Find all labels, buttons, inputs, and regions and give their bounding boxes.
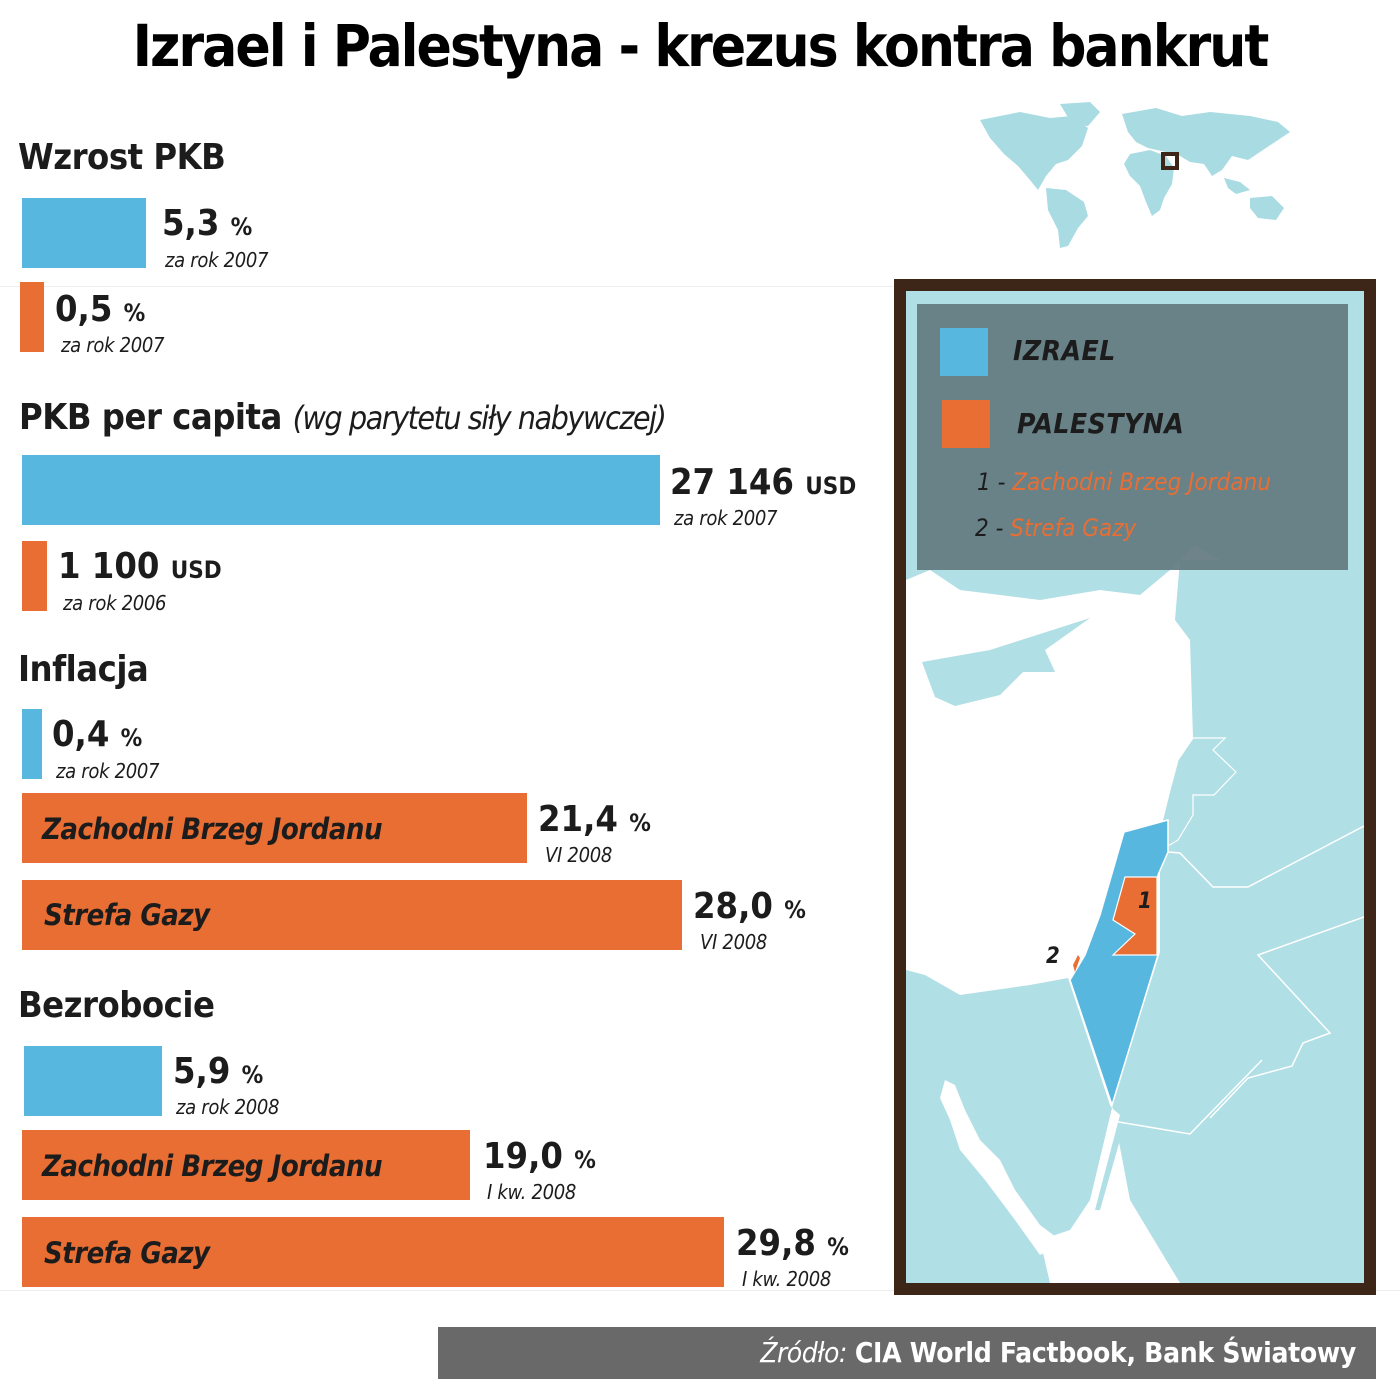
- section-title-gdp-per-capita: PKB per capita (wg parytetu siły nabywcz…: [19, 397, 667, 438]
- section-title-unemployment: Bezrobocie: [18, 985, 215, 1026]
- bar-gaza-inflation: [22, 880, 682, 950]
- legend-label-palestine: PALESTYNA: [1017, 407, 1185, 440]
- location-marker: [1161, 152, 1179, 170]
- bar-palestine-gdp-growth: [20, 282, 44, 352]
- divider: [0, 286, 894, 287]
- label-west-bank-unemployment: Zachodni Brzeg Jordanu: [42, 1149, 383, 1183]
- bar-gaza-unemployment: [22, 1217, 724, 1287]
- value-israel-gdp-per-capita: 27 146 USD: [670, 462, 857, 503]
- value-west-bank-inflation: 21,4 %: [538, 799, 651, 840]
- legend-item-west-bank: 1 - Zachodni Brzeg Jordanu: [977, 468, 1271, 496]
- section-title-gdp-growth: Wzrost PKB: [18, 137, 226, 178]
- label-gaza-inflation: Strefa Gazy: [44, 898, 210, 932]
- divider: [0, 1290, 1400, 1291]
- source-bar: Źródło: CIA World Factbook, Bank Światow…: [438, 1327, 1376, 1379]
- label-gaza-unemployment: Strefa Gazy: [44, 1236, 210, 1270]
- bar-palestine-gdp-per-capita: [22, 541, 47, 611]
- note-gaza-inflation: VI 2008: [700, 930, 768, 954]
- label-west-bank-inflation: Zachodni Brzeg Jordanu: [42, 812, 383, 846]
- value-palestine-gdp-per-capita: 1 100 USD: [58, 546, 222, 587]
- bar-israel-unemployment: [24, 1046, 162, 1116]
- bar-israel-inflation: [22, 709, 42, 779]
- infographic-title: Izrael i Palestyna - krezus kontra bankr…: [132, 12, 1270, 80]
- value-palestine-gdp-growth: 0,5 %: [55, 289, 146, 330]
- note-west-bank-unemployment: I kw. 2008: [487, 1180, 577, 1204]
- legend-label-israel: IZRAEL: [1013, 334, 1116, 367]
- map-marker-west-bank: 1: [1138, 889, 1152, 914]
- value-gaza-inflation: 28,0 %: [693, 886, 806, 927]
- legend-swatch-israel: [940, 328, 988, 376]
- note-israel-gdp-per-capita: za rok 2007: [674, 506, 778, 530]
- legend-item-gaza: 2 - Strefa Gazy: [975, 514, 1137, 542]
- bar-israel-gdp-per-capita: [22, 455, 660, 525]
- bar-west-bank-inflation: [22, 793, 527, 863]
- note-israel-inflation: za rok 2007: [56, 759, 160, 783]
- note-palestine-gdp-growth: za rok 2007: [61, 333, 165, 357]
- note-israel-gdp-growth: za rok 2007: [165, 248, 269, 272]
- note-israel-unemployment: za rok 2008: [176, 1095, 280, 1119]
- value-west-bank-unemployment: 19,0 %: [483, 1136, 596, 1177]
- bar-israel-gdp-growth: [22, 198, 146, 268]
- world-map-icon: [980, 102, 1290, 248]
- bar-west-bank-unemployment: [22, 1130, 470, 1200]
- legend-swatch-palestine: [942, 400, 990, 448]
- value-israel-inflation: 0,4 %: [52, 714, 143, 755]
- map-legend: IZRAEL PALESTYNA 1 - Zachodni Brzeg Jord…: [917, 304, 1348, 570]
- section-title-inflation: Inflacja: [18, 649, 149, 690]
- note-west-bank-inflation: VI 2008: [545, 843, 613, 867]
- value-israel-gdp-growth: 5,3 %: [162, 203, 253, 244]
- value-gaza-unemployment: 29,8 %: [736, 1223, 849, 1264]
- value-israel-unemployment: 5,9 %: [173, 1051, 264, 1092]
- note-gaza-unemployment: I kw. 2008: [742, 1267, 832, 1291]
- map-marker-gaza: 2: [1046, 944, 1060, 969]
- note-palestine-gdp-per-capita: za rok 2006: [63, 591, 167, 615]
